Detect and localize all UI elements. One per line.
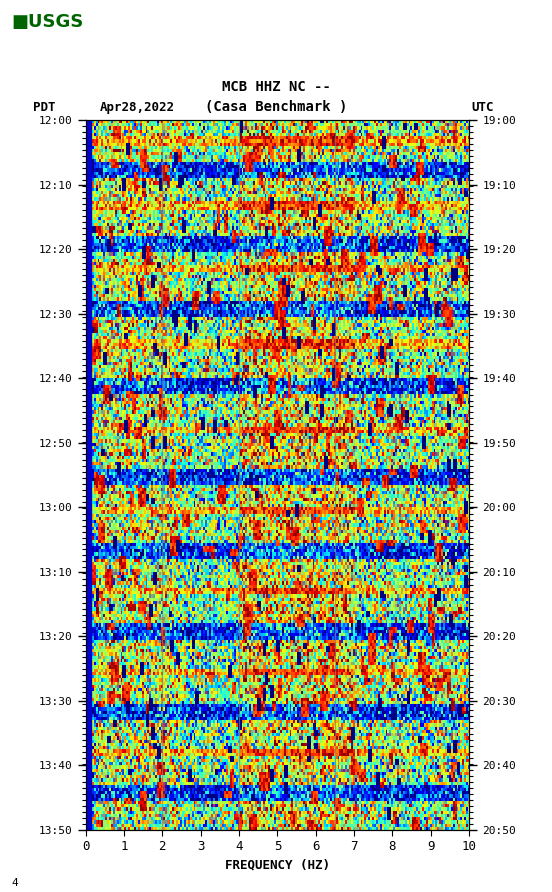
Text: Apr28,2022: Apr28,2022 — [99, 101, 174, 114]
Text: 4: 4 — [11, 878, 18, 888]
Bar — [78, 120, 91, 830]
Text: MCB HHZ NC --: MCB HHZ NC -- — [221, 79, 331, 94]
Text: UTC: UTC — [472, 101, 494, 114]
Text: PDT: PDT — [33, 101, 56, 114]
X-axis label: FREQUENCY (HZ): FREQUENCY (HZ) — [225, 858, 330, 871]
Text: ■USGS: ■USGS — [11, 13, 83, 31]
Text: (Casa Benchmark ): (Casa Benchmark ) — [205, 100, 347, 114]
